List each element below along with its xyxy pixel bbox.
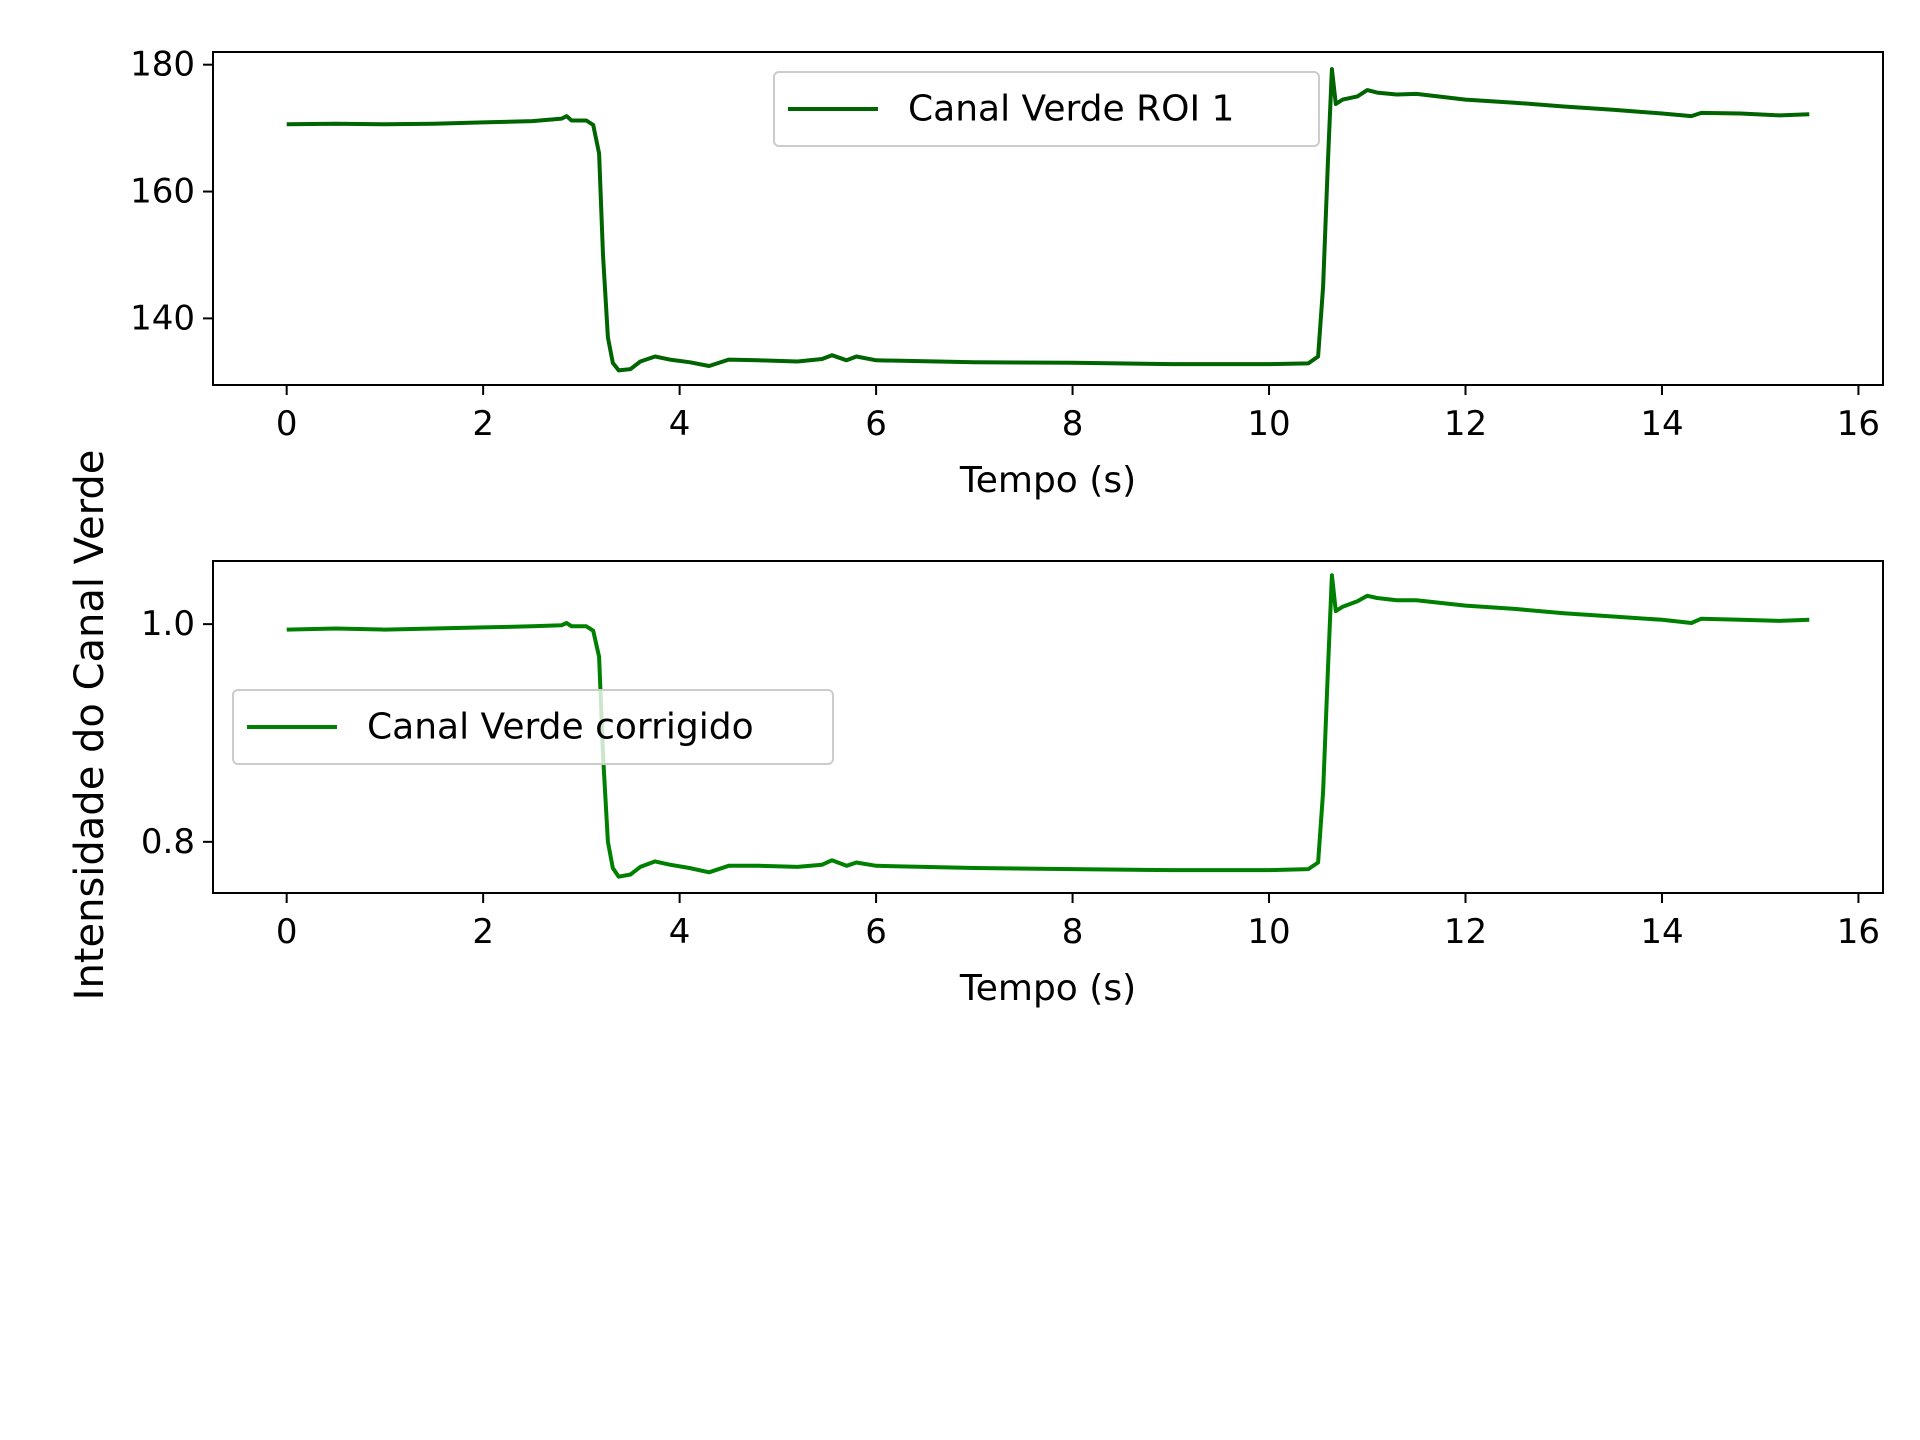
plot-frame (212, 51, 1884, 386)
x-tick-label: 12 (1444, 912, 1487, 952)
plot-frame (212, 560, 1884, 894)
x-tick-label: 6 (865, 404, 887, 444)
x-tick-label: 2 (472, 404, 494, 444)
chart-top-raw-green: 0 2 4 6 8 10 12 14 16 140 160 180 Tempo (s) Canal Ver… (130, 45, 1884, 501)
y-tick-label: 0.8 (141, 822, 195, 862)
y-tick-label: 180 (130, 45, 195, 85)
x-tick-label: 0 (276, 912, 298, 952)
x-tick-label: 4 (669, 912, 691, 952)
x-tick-label: 2 (472, 912, 494, 952)
legend: Canal Verde ROI 1 (773, 71, 1320, 147)
chart-bottom-corrected-green: 0 2 4 6 8 10 12 14 16 0.8 1.0 Tempo (s) Canal Verde … (141, 560, 1884, 1009)
series-line (286, 67, 1810, 373)
figure-y-axis-label: Intensidade do Canal Verde (67, 450, 113, 1001)
x-tick-label: 10 (1247, 404, 1290, 444)
legend: Canal Verde corrigido (232, 689, 834, 765)
x-tick-label: 14 (1640, 404, 1683, 444)
x-axis-label: Tempo (s) (959, 968, 1136, 1009)
legend-box (232, 689, 834, 765)
x-tick-label: 16 (1837, 404, 1880, 444)
series-line (286, 573, 1810, 879)
legend-box (773, 71, 1320, 147)
legend-label: Canal Verde corrigido (367, 707, 754, 748)
x-tick-label: 8 (1062, 404, 1084, 444)
x-tick-label: 10 (1247, 912, 1290, 952)
x-tick-label: 0 (276, 404, 298, 444)
x-tick-label: 8 (1062, 912, 1084, 952)
x-tick-label: 6 (865, 912, 887, 952)
y-tick-label: 140 (130, 298, 195, 338)
legend-label: Canal Verde ROI 1 (908, 89, 1234, 130)
x-tick-label: 16 (1837, 912, 1880, 952)
x-tick-label: 12 (1444, 404, 1487, 444)
x-tick-label: 4 (669, 404, 691, 444)
y-tick-label: 1.0 (141, 604, 195, 644)
x-tick-label: 14 (1640, 912, 1683, 952)
y-tick-label: 160 (130, 172, 195, 212)
x-axis-label: Tempo (s) (959, 460, 1136, 501)
